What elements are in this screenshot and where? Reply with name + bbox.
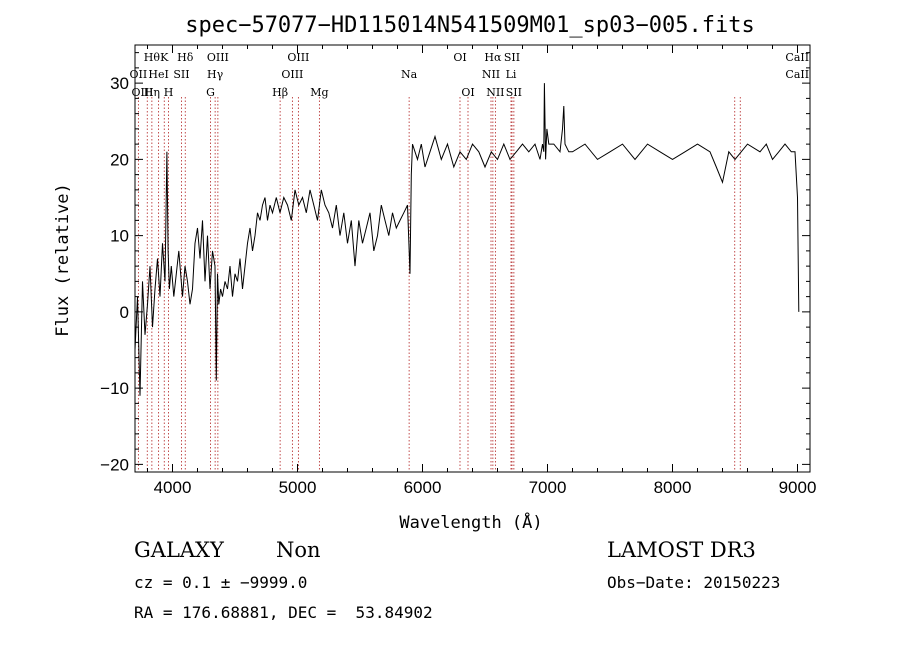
marker-label-0-2: Hδ [177,51,194,64]
marker-lines [137,97,741,472]
marker-label-0-8: CaII [785,51,809,64]
marker-label-1-5: Na [401,68,418,81]
marker-label-0-3: OIII [207,51,229,64]
y-axis-label: Flux (relative) [53,183,73,337]
marker-label-1-7: Li [506,68,517,81]
x-tick-label-2: 6000 [404,478,442,497]
x-axis-label: Wavelength (Å) [399,511,542,533]
marker-label-1-1: HeI [148,68,168,81]
object-subclass: Non [276,538,321,562]
x-tick-label-1: 5000 [279,478,317,497]
redshift-cz: cz = 0.1 ± −9999.0 [134,573,308,592]
marker-label-0-7: SII [504,51,520,64]
y-tick-label-0: −20 [100,455,129,474]
marker-label-2-6: OI [461,86,474,99]
marker-label-0-5: OI [453,51,466,64]
x-tick-label-3: 7000 [529,478,567,497]
object-class: GALAXY [134,538,224,562]
spectrum-line-group [134,83,800,396]
marker-label-2-8: SII [506,86,522,99]
marker-label-2-5: Mg [310,86,328,99]
marker-label-1-8: CaII [785,68,809,81]
marker-label-1-4: OIII [281,68,303,81]
y-tick-label-4: 20 [110,150,129,169]
marker-label-1-6: NII [482,68,500,81]
spectrum-line-0 [134,83,800,396]
plot-frame [134,44,811,473]
marker-label-0-1: K [160,51,169,64]
x-tick-label-0: 4000 [154,478,192,497]
marker-label-0-0: Hθ [144,51,161,64]
y-tick-label-5: 30 [110,74,129,93]
marker-label-2-0: OIII [131,86,153,99]
survey-name: LAMOST DR3 [607,538,756,562]
marker-label-1-0: OII [130,68,148,81]
marker-label-1-3: Hγ [207,68,224,81]
marker-label-1-2: SII [173,68,189,81]
x-ticks: 4000 5000 6000 7000 8000 9000 [147,45,817,497]
marker-label-2-4: Hβ [272,86,288,99]
y-ticks: −20 −10 0 10 20 30 [100,52,810,474]
ra-dec-coordinates: RA = 176.68881, DEC = 53.84902 [134,603,433,622]
x-tick-label-4: 8000 [654,478,692,497]
y-tick-label-3: 10 [110,227,129,246]
y-tick-label-2: 0 [120,303,129,322]
marker-label-2-7: NII [486,86,504,99]
marker-label-2-1: Hη [144,86,160,99]
y-tick-label-1: −10 [100,379,129,398]
marker-label-2-3: G [206,86,215,99]
marker-label-0-4: OIII [287,51,309,64]
x-tick-label-5: 9000 [779,478,817,497]
marker-label-2-2: H [164,86,174,99]
marker-label-0-6: Hα [484,51,502,64]
observation-date: Obs−Date: 20150223 [607,573,781,592]
chart-title: spec−57077−HD115014N541509M01_sp03−005.f… [185,13,755,38]
